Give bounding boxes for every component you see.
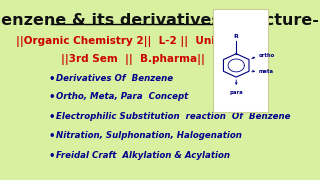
Text: •: •: [49, 151, 55, 161]
Text: meta: meta: [259, 69, 274, 74]
Text: Nitration, Sulphonation, Halogenation: Nitration, Sulphonation, Halogenation: [56, 131, 242, 140]
FancyBboxPatch shape: [213, 9, 268, 112]
Text: Electrophilic Substitution  reaction  Of  Benzene: Electrophilic Substitution reaction Of B…: [56, 112, 290, 121]
Text: •: •: [49, 112, 55, 122]
Text: Ortho, Meta, Para  Concept: Ortho, Meta, Para Concept: [56, 92, 188, 101]
Text: •: •: [49, 131, 55, 141]
Text: Derivatives Of  Benzene: Derivatives Of Benzene: [56, 74, 173, 83]
Text: ||3rd Sem  ||  B.pharma||: ||3rd Sem || B.pharma||: [61, 54, 205, 65]
Text: para: para: [229, 90, 243, 95]
Text: ortho: ortho: [259, 53, 275, 59]
Text: •: •: [49, 92, 55, 102]
Text: Freidal Craft  Alkylation & Acylation: Freidal Craft Alkylation & Acylation: [56, 151, 229, 160]
Text: Benzene & its derivatives || Lecture-2: Benzene & its derivatives || Lecture-2: [0, 13, 320, 29]
Text: •: •: [49, 74, 55, 84]
Text: ||Organic Chemistry 2||  L-2 ||  Unit-1st||: ||Organic Chemistry 2|| L-2 || Unit-1st|…: [16, 36, 250, 47]
Text: R: R: [234, 34, 239, 39]
